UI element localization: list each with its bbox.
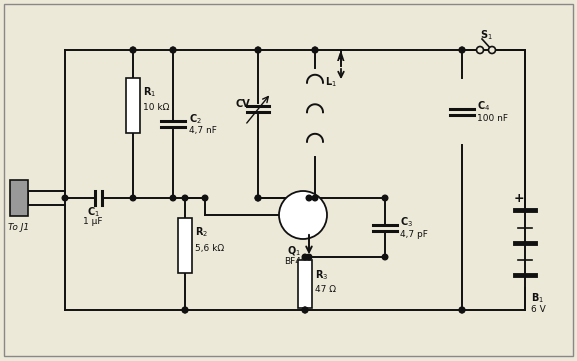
- Text: L$_1$: L$_1$: [325, 75, 337, 89]
- Bar: [178, 218, 192, 273]
- Text: 47 Ω: 47 Ω: [315, 285, 336, 294]
- Bar: [10, 180, 28, 216]
- Circle shape: [312, 47, 318, 53]
- Circle shape: [182, 195, 188, 201]
- Circle shape: [302, 307, 308, 313]
- Circle shape: [312, 47, 318, 53]
- Circle shape: [255, 195, 261, 201]
- Text: C$_1$: C$_1$: [87, 205, 99, 219]
- Text: 5,6 kΩ: 5,6 kΩ: [195, 244, 224, 252]
- Circle shape: [170, 195, 176, 201]
- Text: +: +: [514, 191, 524, 204]
- Circle shape: [170, 47, 176, 53]
- Circle shape: [306, 254, 312, 260]
- Text: C$_4$: C$_4$: [477, 100, 490, 113]
- Text: C$_2$: C$_2$: [189, 112, 202, 126]
- Circle shape: [279, 191, 327, 239]
- Circle shape: [382, 254, 388, 260]
- Circle shape: [255, 47, 261, 53]
- Circle shape: [477, 47, 484, 53]
- Text: A: A: [337, 53, 344, 63]
- Text: S$_1$: S$_1$: [479, 28, 492, 42]
- Circle shape: [382, 195, 388, 201]
- Text: C$_3$: C$_3$: [400, 216, 413, 229]
- Circle shape: [130, 195, 136, 201]
- Circle shape: [255, 47, 261, 53]
- Circle shape: [62, 195, 68, 201]
- Text: 6 V: 6 V: [531, 305, 546, 314]
- Text: 4,7 pF: 4,7 pF: [400, 230, 428, 239]
- Circle shape: [302, 254, 308, 260]
- Bar: [126, 78, 140, 133]
- Bar: [298, 260, 312, 308]
- Text: 4,7 nF: 4,7 nF: [189, 126, 217, 135]
- Circle shape: [459, 47, 465, 53]
- Text: CV: CV: [235, 99, 250, 109]
- Text: R$_2$: R$_2$: [195, 225, 208, 239]
- Circle shape: [459, 307, 465, 313]
- Text: 1 μF: 1 μF: [83, 217, 103, 226]
- Text: R$_1$: R$_1$: [143, 85, 156, 99]
- Circle shape: [182, 307, 188, 313]
- Circle shape: [306, 195, 312, 201]
- Circle shape: [312, 195, 318, 201]
- Text: 100 nF: 100 nF: [477, 114, 508, 123]
- Circle shape: [459, 307, 465, 313]
- Text: 10 kΩ: 10 kΩ: [143, 103, 170, 112]
- Circle shape: [202, 195, 208, 201]
- Circle shape: [182, 307, 188, 313]
- Text: Q$_1$: Q$_1$: [287, 244, 301, 258]
- Text: To J1: To J1: [9, 222, 29, 231]
- Text: BF494: BF494: [284, 257, 312, 266]
- Circle shape: [459, 47, 465, 53]
- Circle shape: [302, 307, 308, 313]
- Text: R$_3$: R$_3$: [315, 269, 328, 282]
- Circle shape: [130, 47, 136, 53]
- Circle shape: [170, 47, 176, 53]
- Circle shape: [130, 47, 136, 53]
- Text: B$_1$: B$_1$: [531, 291, 544, 305]
- Circle shape: [489, 47, 496, 53]
- Circle shape: [255, 195, 261, 201]
